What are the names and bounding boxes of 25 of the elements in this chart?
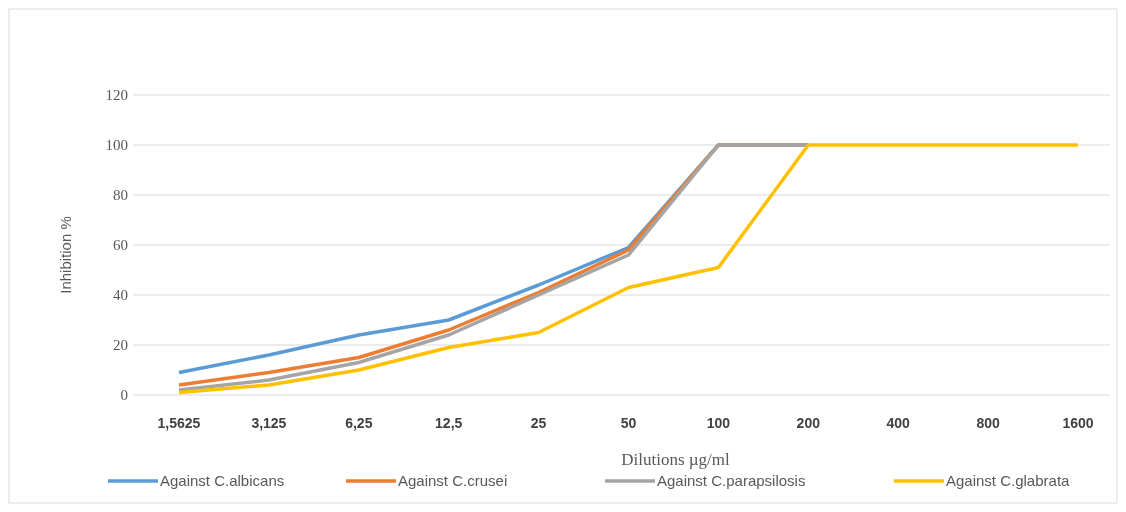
y-tick-label: 100	[105, 137, 128, 154]
x-tick-label: 1600	[1062, 415, 1094, 431]
x-axis-title: Dilutions µg/ml	[621, 450, 731, 469]
x-tick-label: 6,25	[345, 415, 373, 431]
x-tick-label: 1,5625	[157, 415, 201, 431]
x-tick-label: 3,125	[251, 415, 287, 431]
y-axis-title: Inhibition %	[57, 216, 74, 294]
x-tick-label: 100	[706, 415, 731, 431]
x-tick-label: 25	[530, 415, 547, 431]
y-tick-label: 20	[113, 337, 128, 354]
x-tick-label: 400	[886, 415, 911, 431]
legend-label: Against C.albicans	[160, 472, 285, 489]
legend-label: Against C.crusei	[398, 472, 508, 489]
y-tick-label: 0	[120, 387, 128, 404]
y-tick-label: 80	[113, 187, 128, 204]
legend-label: Against C.glabrata	[946, 472, 1071, 489]
line-series	[177, 143, 1080, 395]
x-tick-label: 800	[976, 415, 1000, 431]
y-tick-label: 40	[113, 287, 128, 304]
y-tick-label: 60	[113, 237, 128, 254]
y-tick-label: 120	[105, 87, 128, 104]
legend-label: Against C.parapsilosis	[657, 472, 806, 489]
x-tick-label: 200	[796, 415, 821, 431]
x-tick-label: 50	[620, 415, 637, 431]
x-tick-label: 12,5	[435, 415, 463, 431]
